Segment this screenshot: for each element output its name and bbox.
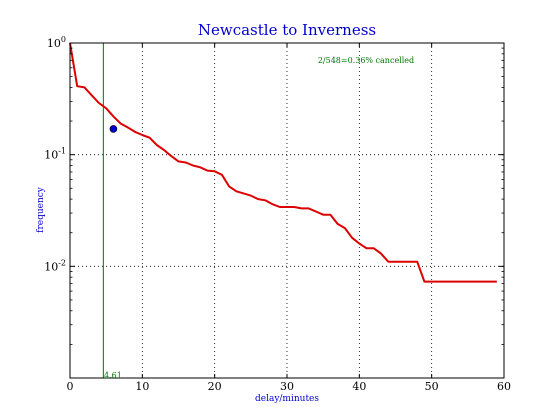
x-axis-label: delay/minutes xyxy=(255,394,319,404)
plot-area xyxy=(70,43,504,378)
x-tick-label: 20 xyxy=(208,380,222,393)
x-tick-label: 0 xyxy=(67,380,74,393)
y-tick-label: 10-1 xyxy=(44,147,66,162)
chart-title: Newcastle to Inverness xyxy=(198,21,376,39)
series-group xyxy=(69,42,497,283)
series-line xyxy=(69,42,497,283)
cancelled-annotation: 2/548=0.36% cancelled xyxy=(318,56,414,65)
grid xyxy=(70,43,504,378)
vertical-line-label: 4.61 xyxy=(104,371,122,380)
x-tick-label: 10 xyxy=(135,380,149,393)
marker-group xyxy=(109,125,118,133)
y-tick-label: 100 xyxy=(47,35,66,50)
tick-labels: 0 10 20 30 40 50 60 100 10-1 10-2 xyxy=(44,35,511,393)
ticks xyxy=(69,42,505,378)
x-tick-label: 60 xyxy=(497,380,511,393)
x-tick-label: 50 xyxy=(425,380,439,393)
y-axis-label: frequency xyxy=(36,186,46,233)
mean-marker-point xyxy=(109,125,118,133)
x-tick-label: 40 xyxy=(352,380,366,393)
x-tick-label: 30 xyxy=(280,380,294,393)
y-tick-label: 10-2 xyxy=(44,258,66,273)
